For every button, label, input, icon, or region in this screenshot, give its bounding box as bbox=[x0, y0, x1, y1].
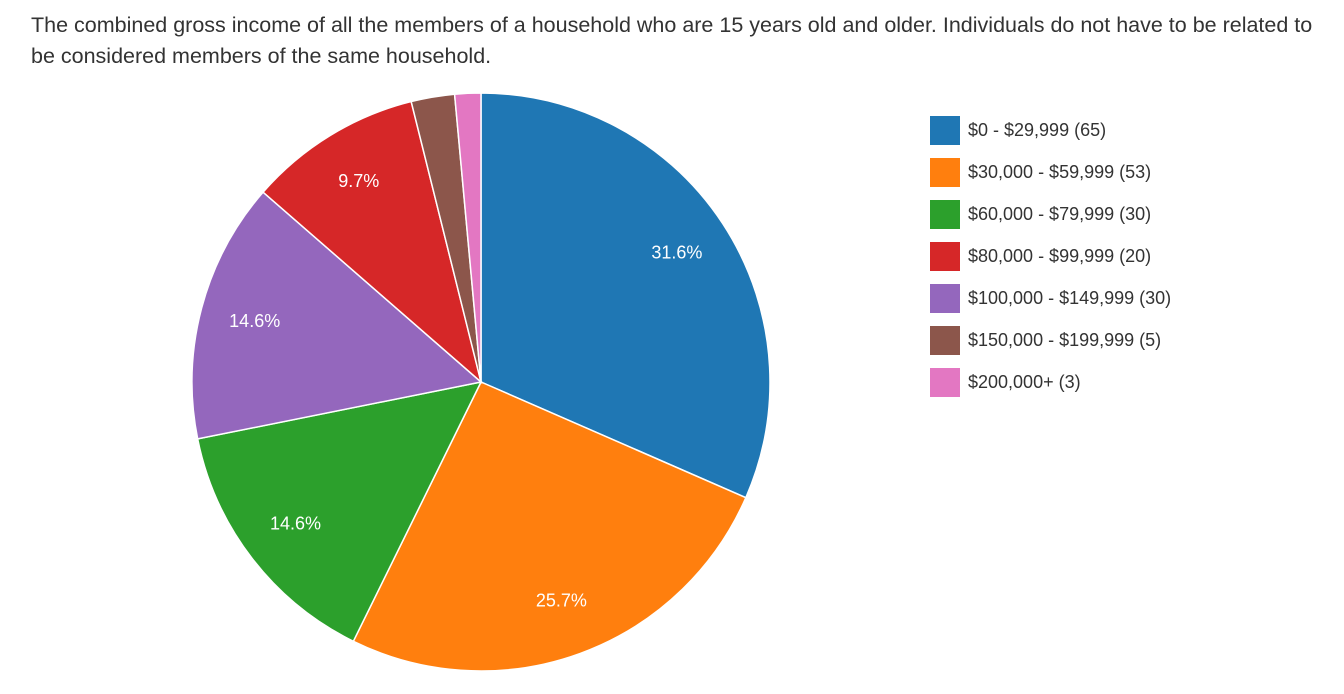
legend-label: $150,000 - $199,999 (5) bbox=[968, 330, 1162, 350]
legend-label: $80,000 - $99,999 (20) bbox=[968, 246, 1152, 266]
legend-item[interactable]: $30,000 - $59,999 (53) bbox=[930, 158, 1171, 187]
pie-slice[interactable] bbox=[480, 92, 771, 499]
legend-swatch bbox=[930, 368, 960, 397]
slice-percent-label: 9.7% bbox=[338, 171, 379, 191]
question-text: The combined gross income of all the mem… bbox=[31, 13, 1313, 68]
legend-swatch bbox=[930, 200, 960, 229]
pie-slice[interactable] bbox=[453, 92, 482, 383]
legend-swatch bbox=[930, 158, 960, 187]
legend-swatch bbox=[930, 116, 960, 145]
slice-percent-label: 25.7% bbox=[536, 591, 587, 611]
slice-percent-label: 14.6% bbox=[270, 513, 321, 533]
legend-label: $0 - $29,999 (65) bbox=[968, 120, 1107, 140]
pie-slice[interactable] bbox=[352, 381, 747, 672]
legend-item[interactable]: $100,000 - $149,999 (30) bbox=[930, 284, 1171, 313]
legend-swatch bbox=[930, 242, 960, 271]
legend-label: $100,000 - $149,999 (30) bbox=[968, 288, 1172, 308]
legend-swatch bbox=[930, 326, 960, 355]
legend-label: $30,000 - $59,999 (53) bbox=[968, 162, 1152, 182]
legend-label: $200,000+ (3) bbox=[968, 372, 1081, 392]
legend-item[interactable]: $80,000 - $99,999 (20) bbox=[930, 242, 1171, 271]
legend-item[interactable]: $60,000 - $79,999 (30) bbox=[930, 200, 1171, 229]
slice-percent-label: 31.6% bbox=[651, 243, 702, 263]
pie-slice[interactable] bbox=[191, 191, 483, 440]
chart-legend: $0 - $29,999 (65) $30,000 - $59,999 (53)… bbox=[930, 116, 1171, 410]
legend-item[interactable]: $200,000+ (3) bbox=[930, 368, 1171, 397]
pie-slice[interactable] bbox=[262, 100, 483, 385]
legend-swatch bbox=[930, 284, 960, 313]
legend-item[interactable]: $150,000 - $199,999 (5) bbox=[930, 326, 1171, 355]
legend-label: $60,000 - $79,999 (30) bbox=[968, 204, 1152, 224]
slice-percent-label: 14.6% bbox=[229, 311, 280, 331]
pie-slice[interactable] bbox=[196, 380, 483, 643]
legend-item[interactable]: $0 - $29,999 (65) bbox=[930, 116, 1171, 145]
